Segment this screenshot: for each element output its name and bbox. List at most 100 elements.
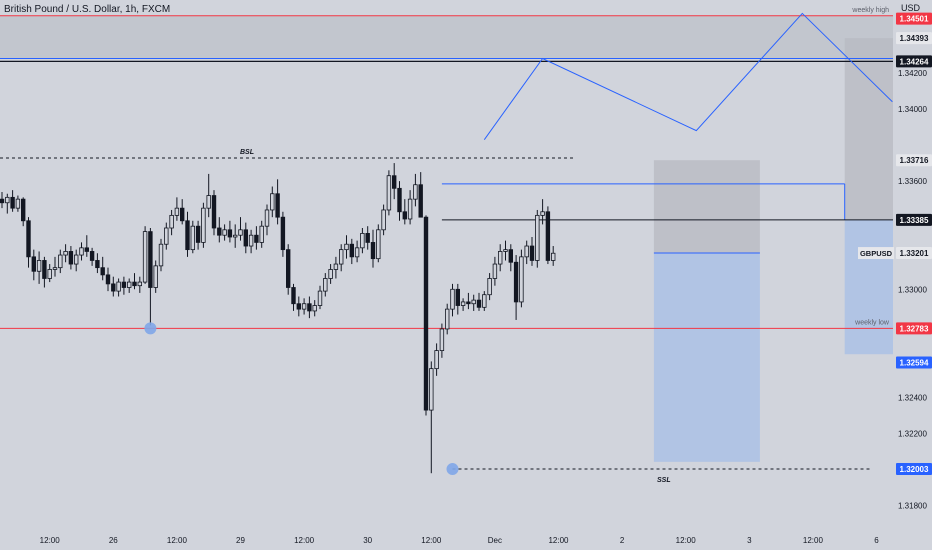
candle-body (15, 198, 21, 209)
candle (519, 249, 524, 308)
price-label-text: 1.34393 (900, 34, 929, 43)
candle-body (5, 196, 10, 204)
price-label-text: 1.34264 (900, 57, 929, 66)
x-tick-label: 30 (363, 536, 372, 545)
candle-body (84, 247, 89, 252)
price-label: 1.34501 (896, 12, 932, 25)
right-zone-blue (844, 219, 893, 355)
candle (137, 276, 142, 293)
candle (450, 283, 455, 317)
candle (317, 285, 323, 310)
candle-body (148, 231, 153, 288)
candle (455, 283, 460, 315)
price-label: 1.32003 (896, 463, 932, 476)
candle (365, 226, 370, 250)
candle (476, 292, 482, 311)
candle (524, 240, 529, 265)
candle-body (169, 214, 174, 229)
candle (551, 246, 556, 266)
candle-body (164, 227, 169, 245)
candle-body (529, 245, 535, 261)
candle (84, 235, 89, 257)
x-tick-label: 12:00 (421, 536, 442, 545)
candle-body (354, 247, 360, 258)
candle-body (68, 251, 74, 265)
candle-body (413, 184, 418, 200)
candle-body (429, 368, 434, 411)
candle (285, 244, 291, 295)
candle (513, 255, 519, 320)
candle (232, 224, 238, 248)
candle (10, 190, 15, 212)
candle-body (121, 281, 127, 288)
candle-body (79, 247, 84, 256)
candle-body (153, 265, 158, 288)
candle-body (391, 175, 397, 189)
symbol-tag-bg (858, 247, 894, 260)
y-tick-label: 1.33000 (898, 285, 927, 294)
price-label: 1.32783 (896, 322, 932, 335)
candle (52, 256, 58, 277)
candle (413, 173, 418, 207)
time-axis-bg (0, 527, 893, 550)
candles (0, 163, 556, 474)
candle-body (317, 290, 323, 306)
candle (386, 170, 392, 216)
time-axis: 12:00 26 12:00 29 12:00 30 12:00 Dec 12:00 2 12:00… (0, 527, 893, 550)
candle-body (20, 198, 26, 222)
candle (116, 278, 121, 297)
x-tick-label: Dec (488, 536, 502, 545)
candle-body (10, 196, 15, 209)
candle-body (227, 229, 233, 238)
candle (407, 190, 413, 225)
candle-body (381, 209, 386, 231)
candle-body (360, 233, 365, 249)
candle-body (58, 254, 63, 269)
candle (444, 303, 450, 335)
candle (36, 251, 42, 284)
candle-body (95, 260, 100, 269)
candle (307, 296, 312, 319)
candle-body (31, 256, 36, 272)
candle (402, 199, 407, 225)
candle-body (551, 252, 556, 261)
candle-body (179, 207, 185, 222)
price-label-bg (896, 55, 932, 68)
candle-body (323, 278, 328, 292)
candle-body (232, 234, 238, 238)
candle (47, 264, 52, 283)
candle (323, 273, 328, 297)
candle (275, 179, 280, 225)
right-zone-gray (844, 38, 893, 220)
candle (264, 204, 270, 236)
projection-path (483, 12, 893, 140)
y-tick-label: 1.31800 (898, 502, 927, 511)
price-label-text: 1.32594 (900, 359, 929, 368)
candle (190, 220, 195, 254)
price-label-text: 1.32003 (900, 465, 929, 474)
price-label-bg (896, 12, 932, 25)
candle-body (190, 225, 195, 251)
price-label-text: 1.33385 (900, 216, 929, 225)
candle-body (535, 214, 540, 261)
x-tick-label: 12:00 (40, 536, 61, 545)
price-label-text: 1.33201 (900, 249, 929, 258)
candle (333, 256, 339, 279)
candle-body (127, 281, 132, 288)
candle (487, 273, 492, 301)
candle (248, 229, 254, 254)
candle (58, 249, 63, 274)
candle (68, 246, 74, 270)
candle-body (270, 193, 275, 211)
candle (291, 283, 296, 311)
candle (296, 296, 301, 317)
candle (20, 197, 26, 227)
price-label-bg (896, 247, 932, 260)
candle-body (217, 227, 222, 236)
candle-body (116, 281, 121, 292)
candle-body (264, 209, 270, 227)
candle-body (26, 220, 31, 258)
candle-body (280, 216, 286, 251)
candle-body (36, 260, 42, 272)
